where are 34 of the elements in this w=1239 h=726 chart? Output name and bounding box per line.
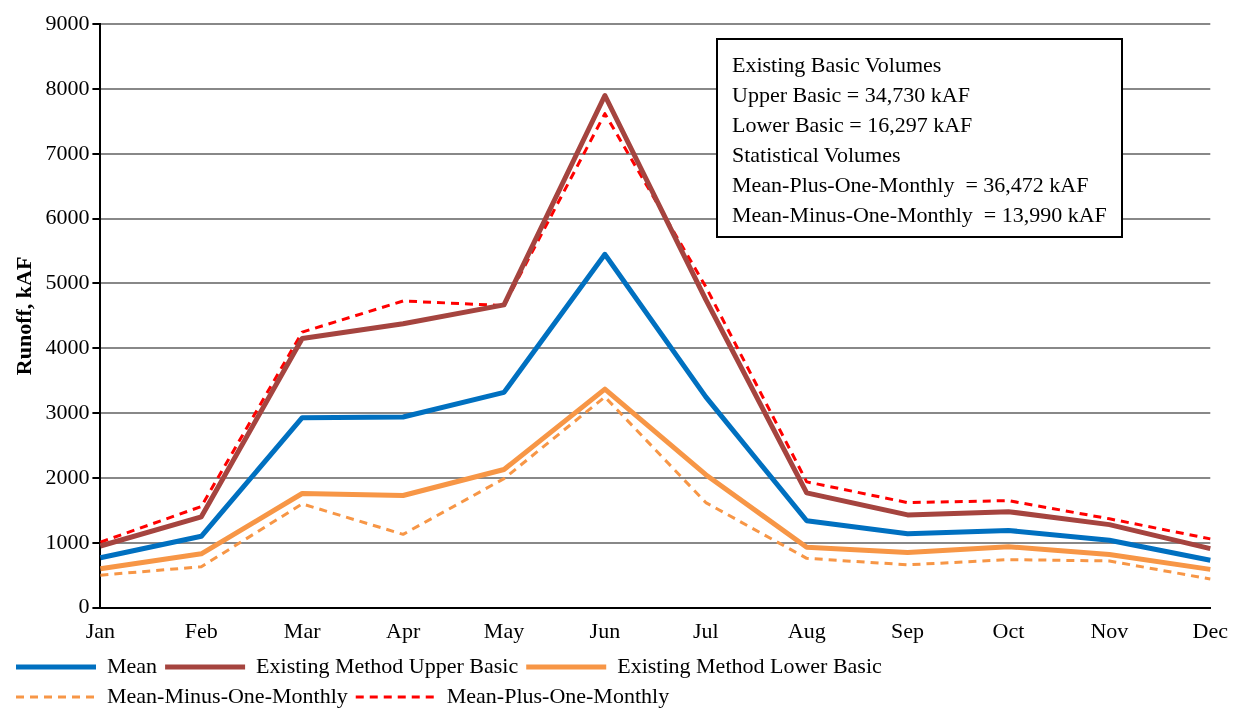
legend-label: Mean-Plus-One-Monthly (446, 682, 670, 708)
y-tick-label: 9000 (45, 9, 90, 35)
annotation: Mean-Plus-One-Monthly = 36,472 kAF (732, 171, 1090, 199)
y-tick-label: 1000 (45, 528, 90, 554)
y-tick-label: 2000 (45, 463, 90, 489)
legend-label: Existing Method Lower Basic (617, 652, 883, 678)
x-tick-label: Jun (589, 617, 621, 643)
y-tick-label: 4000 (45, 334, 90, 360)
legend-label: Existing Method Upper Basic (256, 652, 519, 678)
annotation: Lower Basic = 16,297 kAF (732, 111, 974, 139)
y-tick-label: 7000 (45, 139, 90, 165)
y-tick-label: 8000 (45, 74, 90, 100)
y-axis-title: Runoff, kAF (10, 256, 36, 376)
x-tick-label: Apr (385, 617, 421, 643)
x-tick-label: Jan (85, 617, 116, 643)
y-tick-label: 0 (78, 593, 90, 619)
x-tick-label: Feb (184, 617, 218, 643)
x-tick-label: May (483, 617, 525, 643)
annotation: Existing Basic Volumes (732, 51, 943, 79)
x-tick-label: Nov (1090, 617, 1129, 643)
x-tick-label: Jul (692, 617, 719, 643)
x-tick-label: Aug (787, 617, 826, 643)
annotation: Mean-Minus-One-Monthly = 13,990 kAF (732, 201, 1107, 229)
x-tick-label: Sep (891, 617, 925, 643)
annotation: Statistical Volumes (732, 141, 902, 169)
x-tick-label: Mar (283, 617, 322, 643)
legend-label: Mean (107, 652, 158, 678)
annotation: Upper Basic = 34,730 kAF (732, 81, 971, 109)
x-tick-label: Oct (992, 617, 1025, 643)
y-tick-label: 3000 (45, 398, 90, 424)
legend-label: Mean-Minus-One-Monthly (107, 682, 348, 708)
x-tick-label: Dec (1192, 617, 1229, 643)
y-tick-label: 5000 (45, 269, 90, 295)
y-tick-label: 6000 (45, 204, 90, 230)
